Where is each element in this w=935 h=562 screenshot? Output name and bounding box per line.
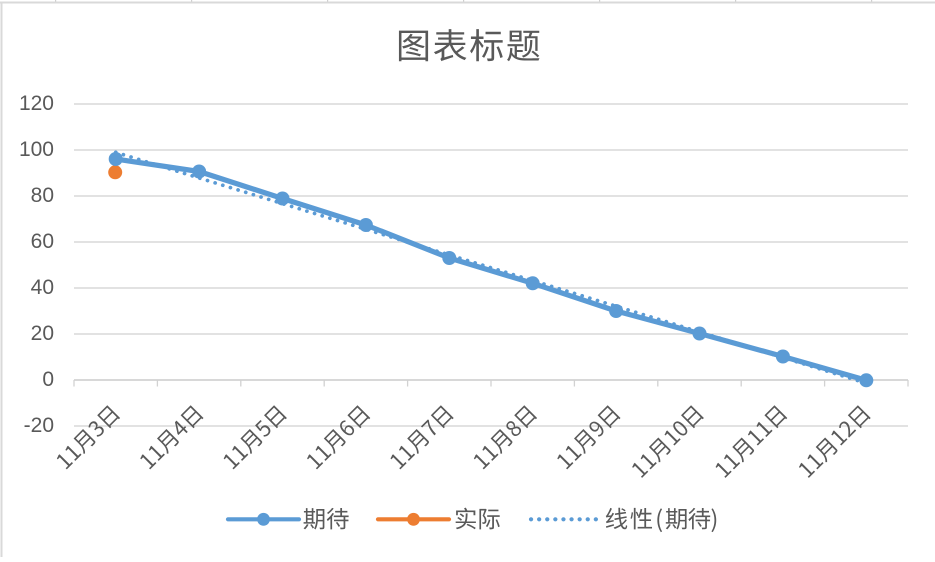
svg-text:-20: -20 <box>24 414 54 437</box>
svg-text:0: 0 <box>42 368 54 391</box>
svg-text:60: 60 <box>31 230 54 253</box>
svg-text:40: 40 <box>31 276 54 299</box>
svg-text:80: 80 <box>31 184 54 207</box>
svg-text:100: 100 <box>19 138 54 161</box>
svg-text:120: 120 <box>19 92 54 115</box>
svg-text:20: 20 <box>31 322 54 345</box>
